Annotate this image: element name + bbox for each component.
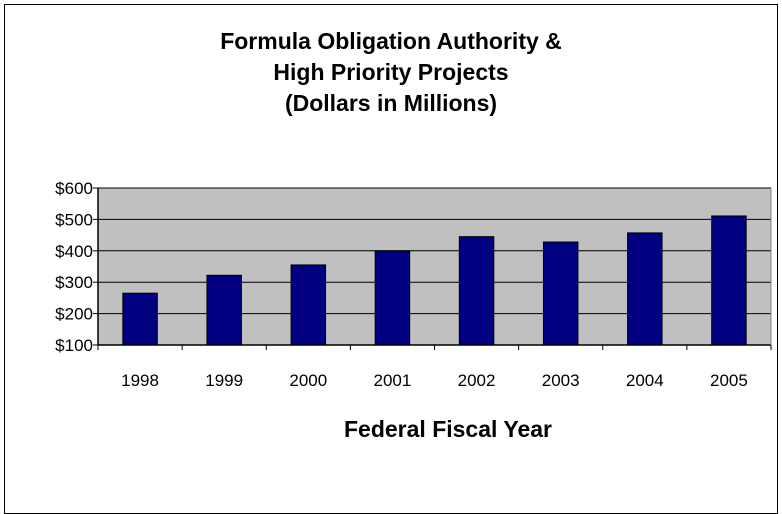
bar-2003	[542, 241, 579, 346]
chart-title-line-2: High Priority Projects	[273, 59, 509, 85]
y-tick-label: $300	[55, 273, 93, 292]
axes	[97, 188, 772, 350]
x-tick-labels: 1998 1999 2000 2001 2002 2003 2004 2005	[121, 371, 748, 390]
x-tick-label: 2001	[374, 371, 412, 390]
y-tick-label: $600	[55, 179, 93, 198]
x-tick-label: 2003	[542, 371, 580, 390]
bar-1999	[206, 274, 242, 346]
x-tick-label: 1999	[205, 371, 243, 390]
chart-title-line-3: (Dollars in Millions)	[284, 90, 498, 116]
y-tick-label: $100	[55, 336, 93, 355]
x-tick-label: 2000	[289, 371, 327, 390]
bar-2000	[290, 264, 327, 346]
y-tick-label: $500	[55, 210, 93, 229]
x-axis-label: Federal Fiscal Year	[344, 416, 552, 442]
plot-area	[98, 188, 771, 345]
bar-2002	[458, 236, 495, 346]
y-tick-labels: $100 $200 $300 $400 $500 $600	[55, 179, 98, 355]
x-tick-label: 2002	[458, 371, 496, 390]
bar-1998	[122, 292, 158, 346]
chart-title: Formula Obligation Authority & High Prio…	[0, 26, 782, 119]
bar-2005	[711, 215, 747, 346]
x-tick-label: 1998	[121, 371, 159, 390]
bar-2004	[627, 232, 663, 346]
bars	[122, 215, 747, 346]
x-tick-label: 2005	[710, 371, 748, 390]
y-tick-label: $400	[55, 242, 93, 261]
bar-2001	[374, 250, 411, 346]
y-tick-label: $200	[55, 305, 93, 324]
chart-title-line-1: Formula Obligation Authority &	[220, 28, 562, 54]
x-tick-label: 2004	[626, 371, 664, 390]
